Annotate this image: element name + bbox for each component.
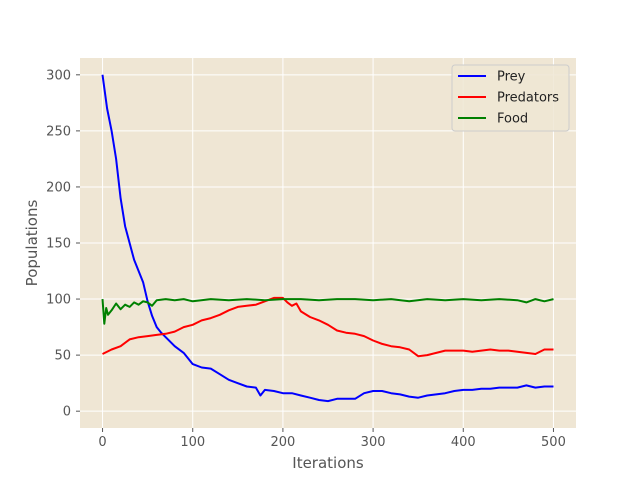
y-tick-label: 200 bbox=[46, 180, 71, 195]
y-tick-label: 0 bbox=[63, 405, 71, 420]
legend-label-food: Food bbox=[497, 112, 528, 127]
legend-box bbox=[451, 64, 570, 132]
y-tick-label: 250 bbox=[46, 124, 71, 139]
x-tick-label: 400 bbox=[451, 435, 476, 450]
legend: Prey Predators Food bbox=[451, 64, 570, 132]
x-tick-label: 500 bbox=[541, 435, 566, 450]
series-line-predators bbox=[102, 296, 554, 358]
y-tick-label: 300 bbox=[46, 68, 71, 83]
legend-label-predators: Predators bbox=[497, 91, 559, 106]
series-group bbox=[101, 74, 554, 403]
x-tick-label: 100 bbox=[180, 435, 205, 450]
x-tick-label: 0 bbox=[98, 435, 106, 450]
legend-label-prey: Prey bbox=[497, 70, 526, 85]
y-axis-label: Populations bbox=[23, 200, 41, 287]
y-tick-label: 150 bbox=[46, 237, 71, 252]
x-tick-label: 300 bbox=[361, 435, 386, 450]
x-axis-label: Iterations bbox=[292, 454, 364, 472]
x-tick-label: 200 bbox=[270, 435, 295, 450]
axes: 0 100 200 300 400 500 0 50 100 150 200 250 300 bbox=[46, 68, 566, 450]
series-line-food bbox=[101, 298, 554, 325]
y-tick-label: 50 bbox=[54, 349, 71, 364]
y-tick-label: 100 bbox=[46, 293, 71, 308]
series-line-prey bbox=[101, 74, 554, 403]
